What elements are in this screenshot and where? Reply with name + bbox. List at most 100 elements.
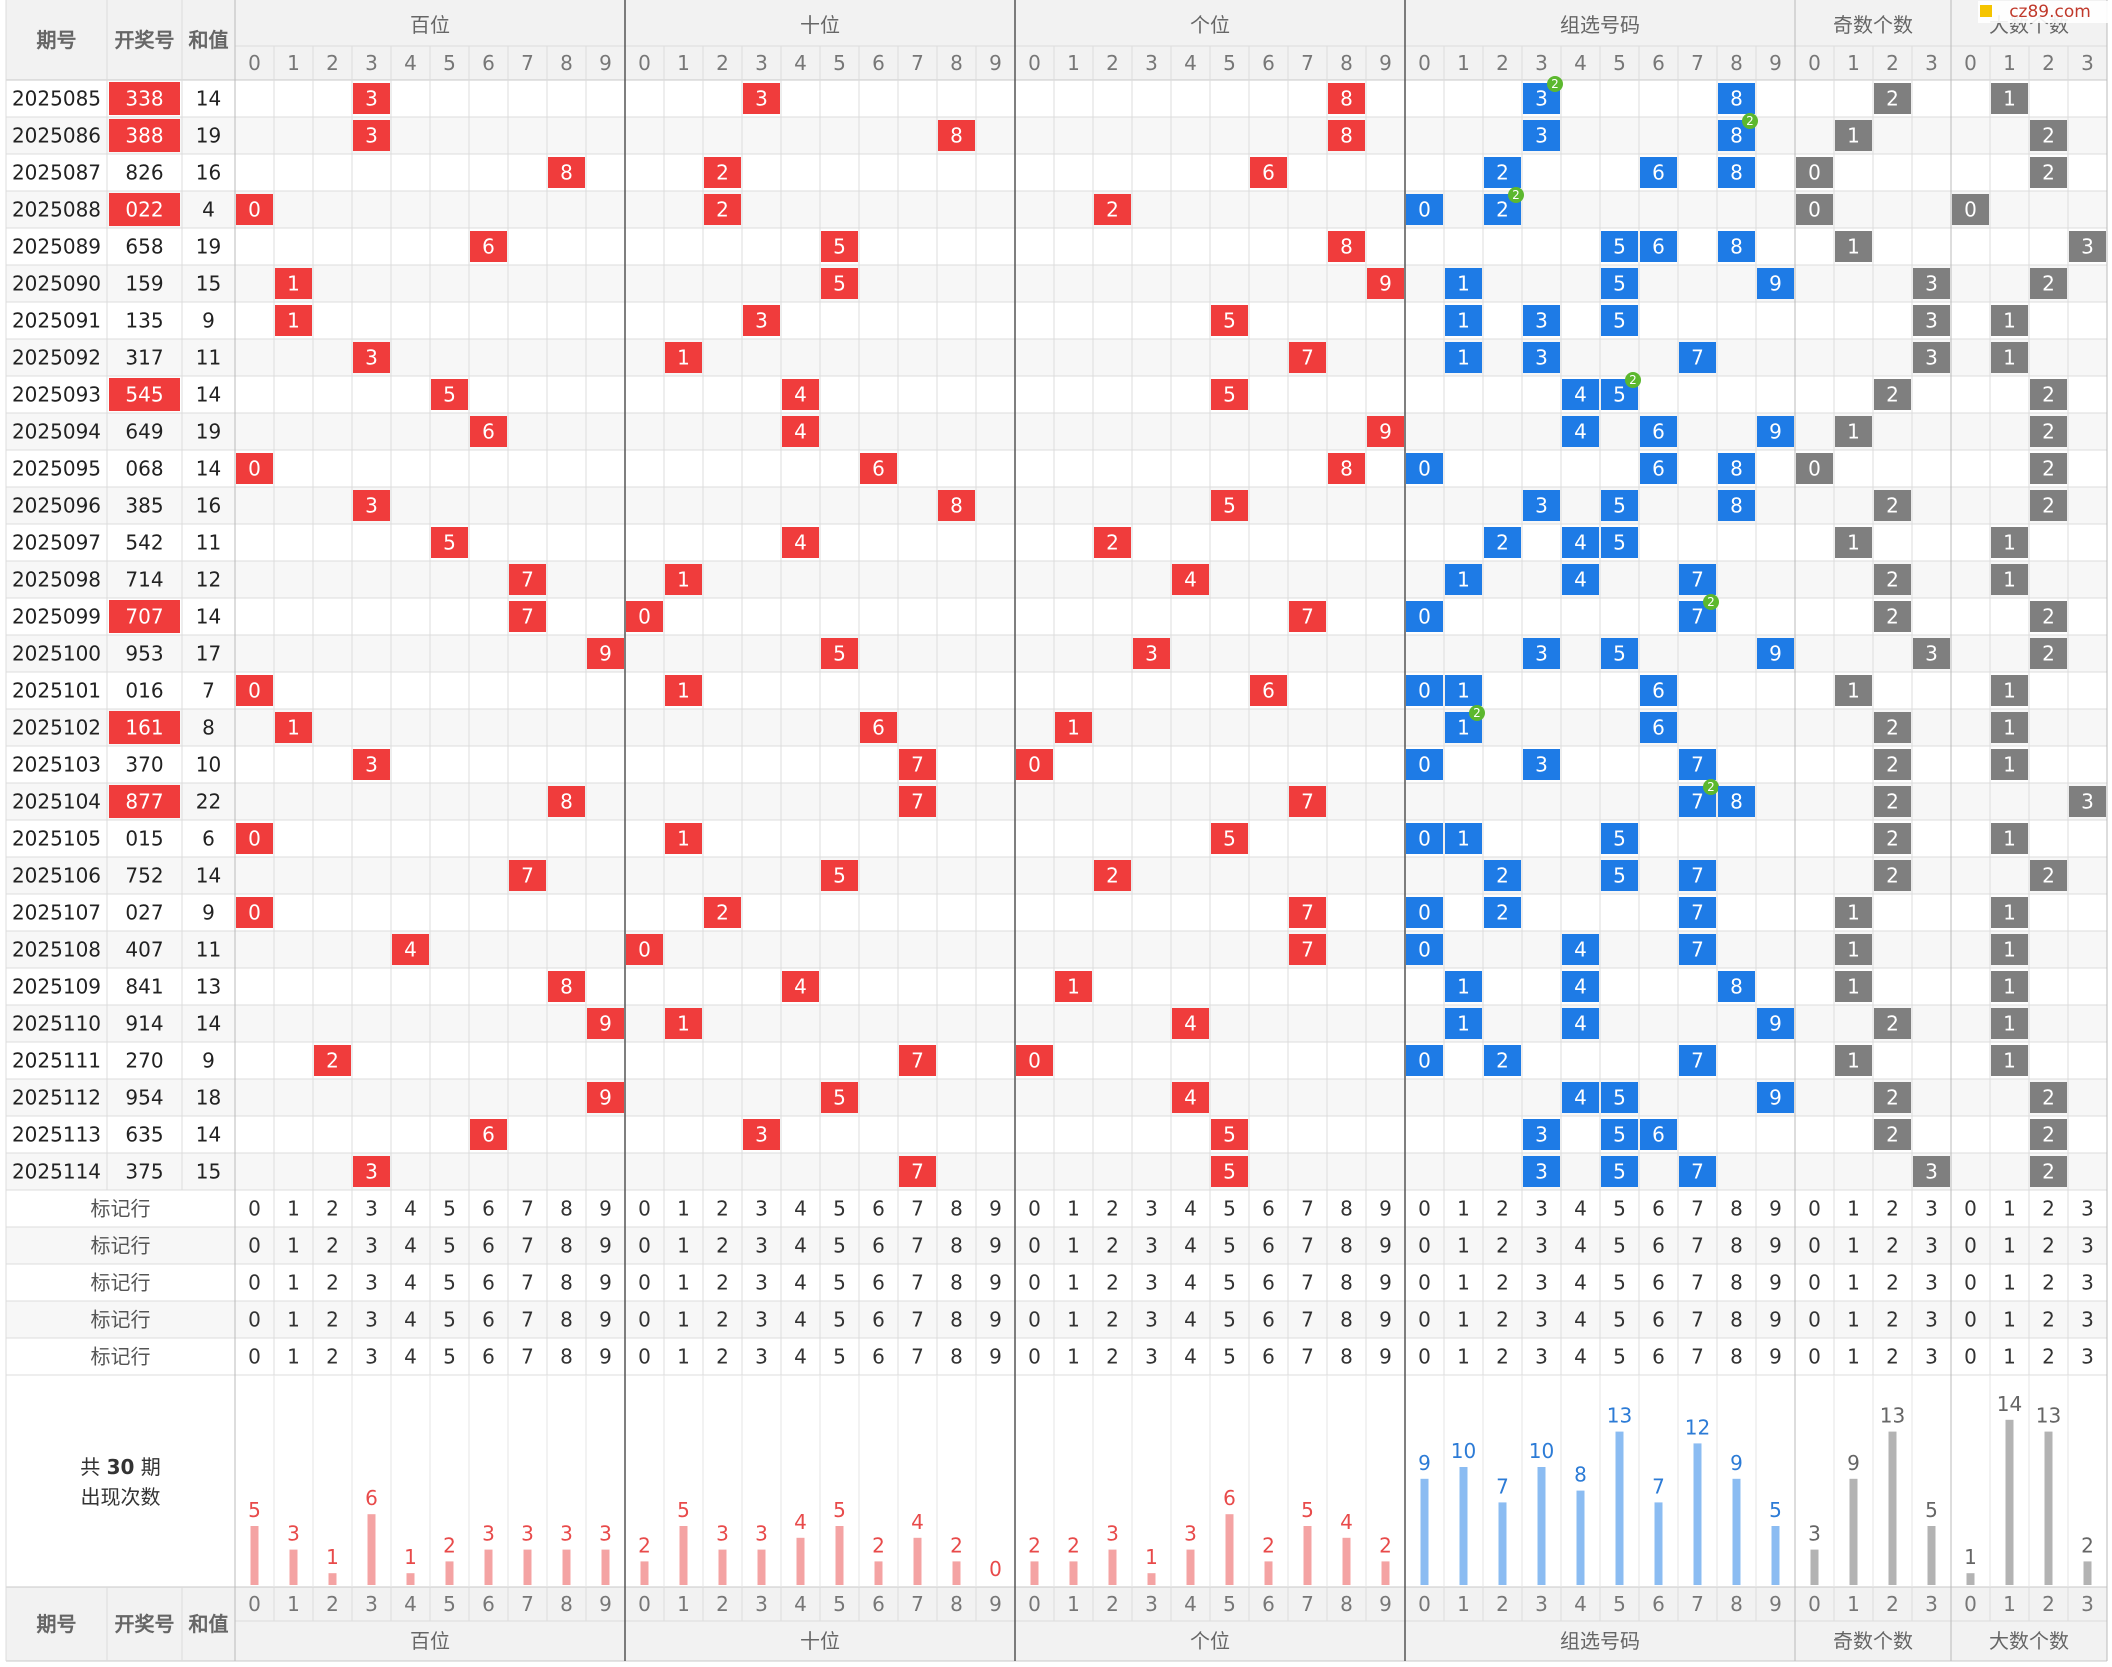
- marker-digit[interactable]: 5: [443, 1308, 456, 1332]
- marker-digit[interactable]: 8: [1340, 1308, 1353, 1332]
- marker-digit[interactable]: 2: [1106, 1308, 1119, 1332]
- marker-digit[interactable]: 2: [716, 1308, 729, 1332]
- marker-digit[interactable]: 3: [1145, 1197, 1158, 1221]
- marker-digit[interactable]: 1: [1457, 1197, 1470, 1221]
- marker-digit[interactable]: 7: [1691, 1197, 1704, 1221]
- marker-digit[interactable]: 6: [482, 1308, 495, 1332]
- marker-digit[interactable]: 9: [989, 1271, 1002, 1295]
- marker-digit[interactable]: 3: [1145, 1308, 1158, 1332]
- marker-digit[interactable]: 4: [1184, 1271, 1197, 1295]
- marker-digit[interactable]: 4: [1574, 1308, 1587, 1332]
- marker-digit[interactable]: 3: [1925, 1197, 1938, 1221]
- marker-digit[interactable]: 4: [404, 1345, 417, 1369]
- marker-digit[interactable]: 9: [599, 1308, 612, 1332]
- marker-digit[interactable]: 2: [716, 1234, 729, 1258]
- marker-digit[interactable]: 6: [872, 1345, 885, 1369]
- marker-digit[interactable]: 6: [1262, 1271, 1275, 1295]
- marker-digit[interactable]: 9: [1769, 1197, 1782, 1221]
- marker-digit[interactable]: 3: [365, 1234, 378, 1258]
- marker-digit[interactable]: 1: [2003, 1345, 2016, 1369]
- marker-digit[interactable]: 7: [911, 1345, 924, 1369]
- marker-digit[interactable]: 5: [833, 1197, 846, 1221]
- marker-digit[interactable]: 0: [1964, 1308, 1977, 1332]
- marker-digit[interactable]: 2: [2042, 1308, 2055, 1332]
- marker-digit[interactable]: 1: [2003, 1197, 2016, 1221]
- marker-digit[interactable]: 4: [1184, 1197, 1197, 1221]
- marker-digit[interactable]: 7: [1691, 1271, 1704, 1295]
- marker-digit[interactable]: 2: [1496, 1308, 1509, 1332]
- marker-digit[interactable]: 1: [1847, 1271, 1860, 1295]
- marker-digit[interactable]: 5: [833, 1234, 846, 1258]
- marker-digit[interactable]: 3: [755, 1197, 768, 1221]
- marker-digit[interactable]: 5: [443, 1234, 456, 1258]
- marker-digit[interactable]: 8: [560, 1271, 573, 1295]
- marker-digit[interactable]: 0: [638, 1308, 651, 1332]
- marker-digit[interactable]: 2: [326, 1197, 339, 1221]
- marker-digit[interactable]: 3: [1925, 1345, 1938, 1369]
- marker-digit[interactable]: 0: [1028, 1308, 1041, 1332]
- marker-digit[interactable]: 9: [599, 1234, 612, 1258]
- marker-digit[interactable]: 2: [2042, 1197, 2055, 1221]
- marker-digit[interactable]: 2: [716, 1197, 729, 1221]
- marker-digit[interactable]: 2: [326, 1234, 339, 1258]
- marker-digit[interactable]: 4: [1184, 1345, 1197, 1369]
- marker-digit[interactable]: 2: [1496, 1234, 1509, 1258]
- marker-digit[interactable]: 1: [287, 1271, 300, 1295]
- marker-digit[interactable]: 4: [1574, 1197, 1587, 1221]
- marker-digit[interactable]: 2: [326, 1345, 339, 1369]
- marker-digit[interactable]: 3: [365, 1271, 378, 1295]
- marker-digit[interactable]: 3: [2081, 1271, 2094, 1295]
- marker-digit[interactable]: 0: [1964, 1271, 1977, 1295]
- marker-digit[interactable]: 7: [911, 1308, 924, 1332]
- marker-digit[interactable]: 6: [1652, 1234, 1665, 1258]
- marker-digit[interactable]: 2: [1886, 1234, 1899, 1258]
- marker-digit[interactable]: 1: [1067, 1197, 1080, 1221]
- marker-digit[interactable]: 3: [755, 1308, 768, 1332]
- marker-digit[interactable]: 5: [1613, 1345, 1626, 1369]
- marker-digit[interactable]: 7: [1301, 1345, 1314, 1369]
- marker-digit[interactable]: 6: [872, 1197, 885, 1221]
- marker-digit[interactable]: 2: [1886, 1345, 1899, 1369]
- marker-digit[interactable]: 3: [1535, 1234, 1548, 1258]
- marker-digit[interactable]: 8: [560, 1308, 573, 1332]
- marker-digit[interactable]: 3: [755, 1345, 768, 1369]
- marker-digit[interactable]: 5: [1613, 1308, 1626, 1332]
- marker-digit[interactable]: 4: [794, 1197, 807, 1221]
- marker-digit[interactable]: 1: [1847, 1345, 1860, 1369]
- marker-digit[interactable]: 5: [1223, 1308, 1236, 1332]
- marker-digit[interactable]: 9: [599, 1345, 612, 1369]
- marker-digit[interactable]: 5: [1613, 1234, 1626, 1258]
- marker-digit[interactable]: 9: [1769, 1271, 1782, 1295]
- marker-digit[interactable]: 2: [2042, 1271, 2055, 1295]
- marker-digit[interactable]: 0: [1964, 1197, 1977, 1221]
- marker-digit[interactable]: 2: [1106, 1271, 1119, 1295]
- marker-digit[interactable]: 9: [989, 1234, 1002, 1258]
- marker-digit[interactable]: 7: [521, 1197, 534, 1221]
- marker-digit[interactable]: 6: [1262, 1345, 1275, 1369]
- marker-digit[interactable]: 8: [1730, 1345, 1743, 1369]
- marker-digit[interactable]: 1: [677, 1345, 690, 1369]
- marker-digit[interactable]: 8: [950, 1308, 963, 1332]
- marker-digit[interactable]: 4: [794, 1271, 807, 1295]
- marker-digit[interactable]: 1: [1457, 1271, 1470, 1295]
- marker-digit[interactable]: 3: [755, 1271, 768, 1295]
- marker-digit[interactable]: 1: [2003, 1234, 2016, 1258]
- marker-digit[interactable]: 2: [1886, 1308, 1899, 1332]
- marker-digit[interactable]: 2: [1886, 1271, 1899, 1295]
- marker-digit[interactable]: 7: [911, 1271, 924, 1295]
- marker-digit[interactable]: 3: [1925, 1234, 1938, 1258]
- marker-digit[interactable]: 6: [1262, 1308, 1275, 1332]
- marker-digit[interactable]: 0: [1964, 1234, 1977, 1258]
- marker-digit[interactable]: 0: [1418, 1345, 1431, 1369]
- marker-digit[interactable]: 6: [872, 1234, 885, 1258]
- marker-digit[interactable]: 1: [1457, 1308, 1470, 1332]
- marker-digit[interactable]: 9: [1379, 1345, 1392, 1369]
- marker-digit[interactable]: 6: [1652, 1197, 1665, 1221]
- marker-digit[interactable]: 7: [911, 1197, 924, 1221]
- marker-digit[interactable]: 4: [404, 1197, 417, 1221]
- marker-digit[interactable]: 1: [287, 1197, 300, 1221]
- marker-digit[interactable]: 5: [833, 1271, 846, 1295]
- marker-digit[interactable]: 1: [1847, 1308, 1860, 1332]
- marker-digit[interactable]: 0: [1028, 1345, 1041, 1369]
- marker-digit[interactable]: 6: [482, 1197, 495, 1221]
